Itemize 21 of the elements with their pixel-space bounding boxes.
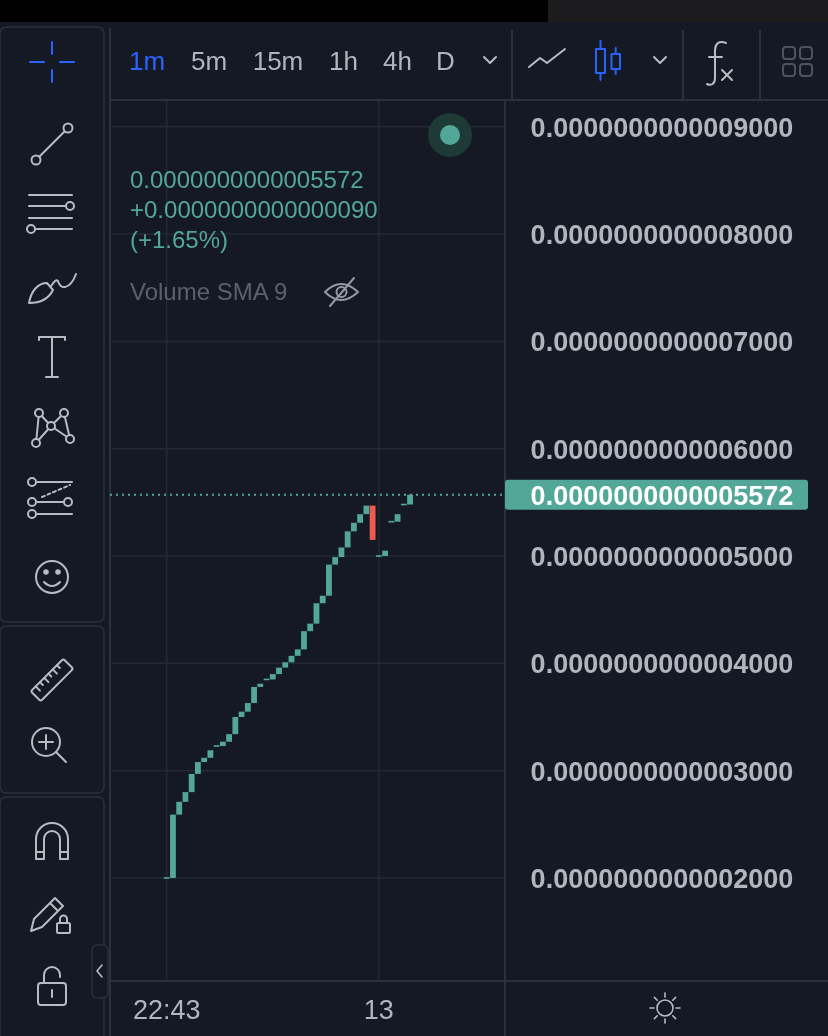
annotation: 0.0000000000005572 <box>130 166 364 193</box>
y-tick-label: 0.0000000000005000 <box>530 542 794 573</box>
ref-line-label: 0.0000000000005572 <box>530 480 794 511</box>
y-tick-label: 0.0000000000006000 <box>530 434 794 465</box>
y-tick-label: 0.0000000000007000 <box>530 327 794 358</box>
annotation: +0.0000000000000090 <box>130 196 378 223</box>
text: 15m <box>252 46 304 76</box>
text: 1h <box>329 46 358 76</box>
y-tick-label: 0.0000000000003000 <box>530 756 794 787</box>
text: 5m <box>190 46 228 76</box>
annotation: (+1.65%) <box>130 226 229 253</box>
annotation: Volume SMA 9 <box>130 278 288 305</box>
y-tick-label: 0.0000000000008000 <box>530 220 794 251</box>
y-tick-label: 0.0000000000004000 <box>530 649 794 680</box>
x-tick-label: 13 <box>363 995 394 1025</box>
y-tick-label: 0.0000000000002000 <box>530 863 794 894</box>
y-tick-label: 0.0000000000009000 <box>530 112 794 143</box>
x-tick-label: 22:43 <box>132 995 201 1025</box>
text: 4h <box>383 46 412 76</box>
text: D <box>436 46 455 76</box>
text: 1m <box>128 46 166 76</box>
